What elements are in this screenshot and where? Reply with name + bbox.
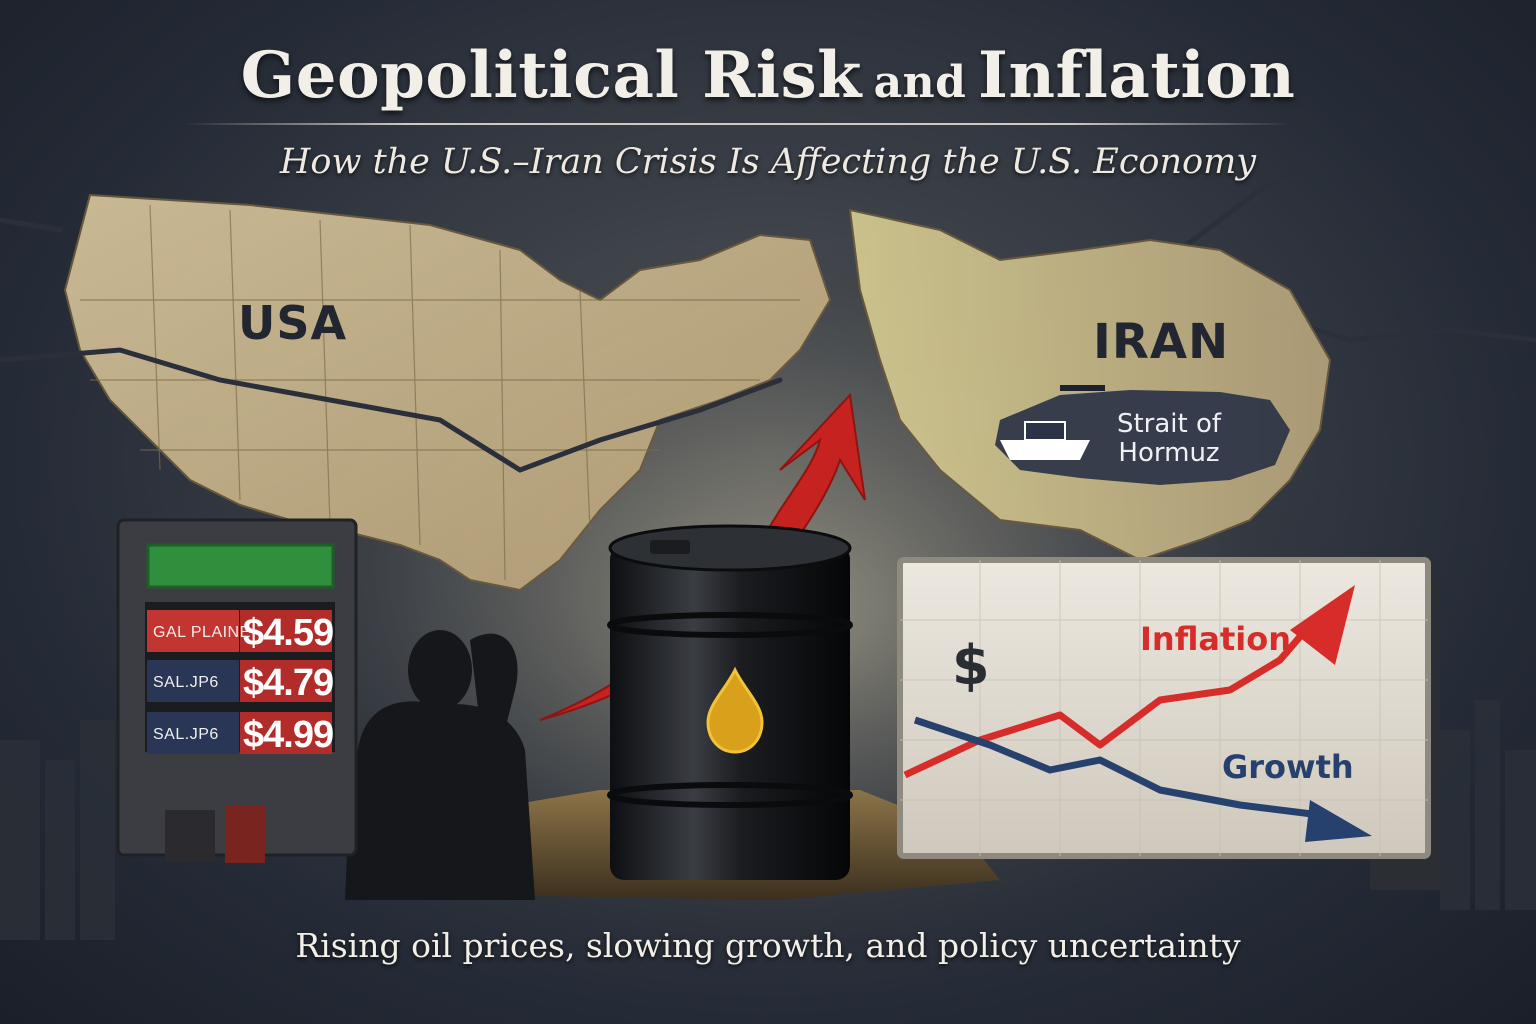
growth-arrowhead-icon	[1305, 800, 1372, 842]
growth-label: Growth	[1222, 748, 1354, 786]
title-connector: and	[873, 57, 967, 108]
inflation-label: Inflation	[1140, 620, 1292, 658]
strait-label-line-2: Hormuz	[1118, 438, 1220, 468]
inflation-line	[903, 622, 1313, 779]
tagline: Rising oil prices, slowing growth, and p…	[295, 926, 1241, 965]
oil-barrel-icon	[607, 524, 853, 880]
worried-man-silhouette	[345, 630, 535, 900]
chart-gridlines	[900, 560, 1428, 856]
iran-map-label: IRAN	[1093, 314, 1230, 370]
gas-price-sign	[116, 518, 358, 863]
gas-row-1-label: GAL PLAINE	[153, 624, 251, 641]
economy-chart-board	[897, 557, 1440, 890]
growth-line	[913, 716, 1321, 819]
city-skyline	[0, 700, 1536, 940]
gas-row-1-price: $4.59	[243, 612, 334, 654]
inflation-arrowhead-icon	[1290, 585, 1355, 665]
page-title: Geopolitical Risk and Inflation	[0, 38, 1536, 113]
strait-label-line-1: Strait of	[1116, 409, 1222, 439]
strait-of-hormuz-label: Strait of Hormuz	[1104, 410, 1234, 468]
title-divider	[185, 123, 1291, 125]
page-subtitle: How the U.S.–Iran Crisis Is Affecting th…	[279, 142, 1257, 182]
usa-state-lines	[80, 204, 800, 581]
gas-row-2-price: $4.79	[243, 662, 334, 704]
title-main: Geopolitical Risk	[240, 38, 862, 113]
strait-water-shape	[995, 390, 1290, 485]
gas-row-3-price: $4.99	[243, 714, 334, 756]
title-end: Inflation	[978, 38, 1296, 113]
dollar-sign-icon: $	[952, 634, 990, 697]
gas-row-2-label: SAL.JP6	[153, 674, 219, 691]
usa-map-label: USA	[238, 296, 348, 350]
gas-row-3-label: SAL.JP6	[153, 726, 219, 743]
ship-icon	[1000, 385, 1105, 460]
